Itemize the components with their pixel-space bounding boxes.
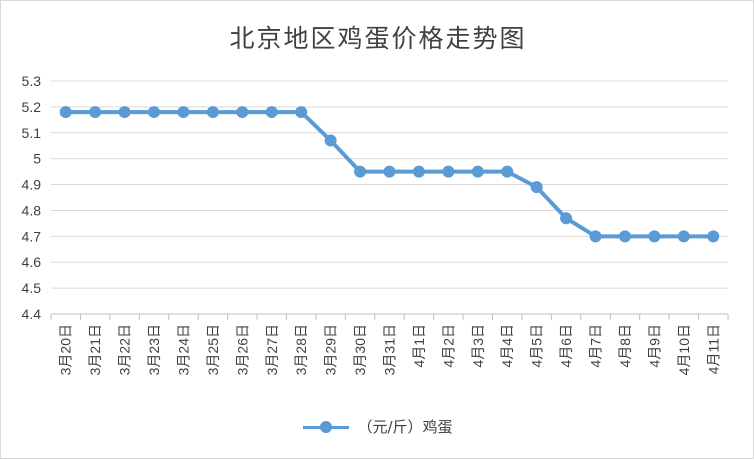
data-point: [442, 165, 455, 178]
x-tick-label: 4月5日: [529, 324, 545, 368]
data-point: [501, 165, 514, 178]
x-tick-label: 4月6日: [558, 324, 574, 368]
data-point: [265, 106, 278, 119]
data-point: [471, 165, 484, 178]
legend-label: （元/斤）鸡蛋: [357, 418, 453, 436]
y-tick-label: 5.2: [22, 99, 42, 115]
data-point: [648, 230, 661, 243]
data-point: [295, 106, 308, 119]
x-tick-label: 3月20日: [58, 324, 74, 375]
x-tick-label: 3月21日: [87, 324, 103, 375]
x-tick-label: 4月11日: [705, 324, 721, 374]
x-tick-label: 3月26日: [234, 324, 250, 375]
x-tick-label: 3月22日: [117, 324, 133, 375]
data-point: [560, 212, 573, 225]
y-tick-label: 5.3: [22, 73, 42, 89]
data-point: [236, 106, 249, 119]
data-point: [59, 106, 72, 119]
data-point: [412, 165, 425, 178]
x-tick-label: 4月3日: [470, 324, 486, 368]
x-tick-label: 3月23日: [146, 324, 162, 375]
y-tick-label: 4.5: [22, 280, 42, 296]
y-tick-label: 4.6: [22, 254, 42, 270]
y-tick-label: 4.8: [22, 202, 42, 218]
y-tick-label: 4.4: [22, 306, 42, 322]
data-point: [89, 106, 102, 119]
x-tick-label: 3月27日: [264, 324, 280, 375]
x-tick-label: 3月29日: [323, 324, 339, 375]
chart-title: 北京地区鸡蛋价格走势图: [229, 24, 527, 53]
data-point: [707, 230, 720, 243]
legend: （元/斤）鸡蛋: [1, 416, 754, 437]
data-point: [118, 106, 131, 119]
data-point: [383, 165, 396, 178]
x-axis: 3月20日 3月21日 3月22日 3月23日 3月24日 3月25日 3月26日 3月27日…: [50, 313, 729, 375]
x-tick-label: 3月31日: [382, 324, 398, 375]
x-tick-label: 3月30日: [352, 324, 368, 375]
x-tick-label: 3月25日: [205, 324, 221, 375]
y-tick-label: 4.7: [22, 228, 42, 244]
data-point: [677, 230, 690, 243]
x-tick-label: 4月4日: [499, 324, 515, 368]
data-point: [148, 106, 161, 119]
data-point: [354, 165, 367, 178]
x-tick-label: 4月9日: [646, 324, 662, 368]
data-point: [530, 181, 543, 194]
data-point: [618, 230, 631, 243]
x-tick-label: 4月10日: [676, 324, 692, 375]
data-point: [589, 230, 602, 243]
legend-marker: [303, 420, 350, 433]
y-tick-label: 5.1: [22, 125, 42, 141]
x-tick-label: 4月2日: [440, 324, 456, 368]
y-axis-ticks: 5.3 5.2 5.1 5 4.9 4.8 4.7 4.6 4.5 4.4: [22, 73, 42, 322]
y-tick-label: 5: [33, 151, 41, 167]
x-tick-label: 3月24日: [175, 324, 191, 375]
x-tick-label: 4月8日: [617, 324, 633, 368]
x-tick-label: 4月1日: [411, 324, 427, 368]
series-line: [59, 106, 720, 243]
data-point: [177, 106, 190, 119]
data-point: [206, 106, 219, 119]
x-tick-label: 3月28日: [293, 324, 309, 375]
y-tick-label: 4.9: [22, 177, 42, 193]
x-tick-label: 4月7日: [588, 324, 604, 368]
data-point: [324, 134, 337, 147]
